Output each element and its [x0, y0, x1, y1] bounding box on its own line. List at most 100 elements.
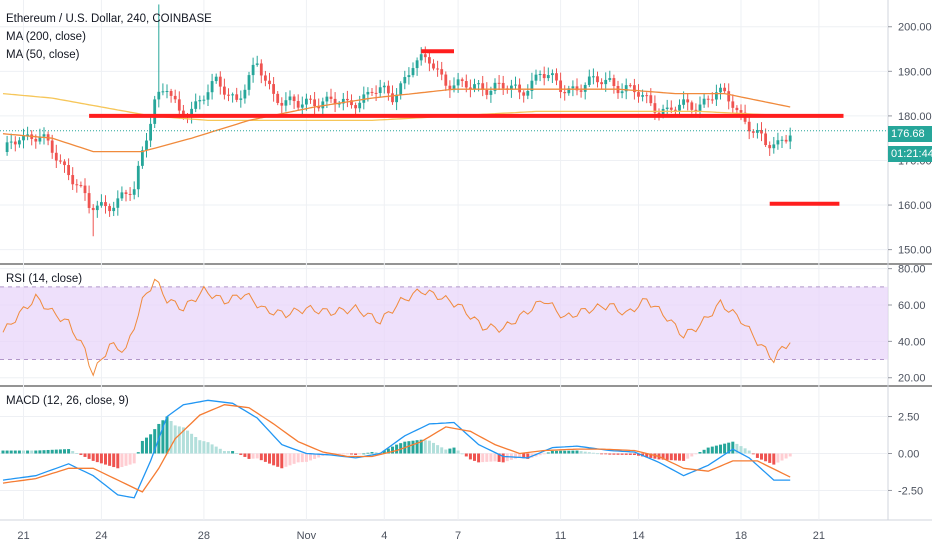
rsi-line [2, 278, 791, 377]
rsi-y-tick-label: 40.00 [898, 336, 926, 348]
candle-body [18, 140, 21, 145]
macd-bar [124, 453, 128, 466]
candle-body [63, 161, 66, 166]
candle-body [460, 79, 464, 82]
macd-bar [399, 443, 403, 454]
candle-body [251, 64, 255, 76]
x-tick-label: 28 [198, 530, 210, 542]
candle-body [329, 96, 333, 99]
macd-bar [284, 453, 288, 467]
macd-bar [276, 453, 280, 467]
candle-body [370, 91, 374, 93]
candle-body [657, 112, 661, 115]
candle-body [173, 95, 177, 100]
candle-body [194, 101, 198, 109]
candle-body [288, 96, 292, 101]
candle-body [387, 85, 390, 94]
rsi-y-tick-label: 60.00 [898, 300, 926, 312]
candle-body [575, 86, 579, 91]
macd-bar [468, 453, 472, 460]
candle-body [264, 75, 267, 81]
macd-bar [198, 440, 202, 454]
macd-bar [354, 453, 358, 455]
macd-bar [555, 450, 558, 454]
chart-legend: Ethereum / U.S. Dollar, 240, COINBASE MA… [6, 10, 212, 64]
macd-bar [292, 453, 296, 464]
candle-body [649, 95, 653, 104]
macd-bar [79, 453, 83, 455]
macd-bar [304, 453, 308, 462]
candle-body [604, 79, 608, 85]
candle-body [124, 192, 128, 194]
macd-bar [136, 452, 140, 454]
candle-body [296, 101, 300, 108]
candle-body [177, 99, 181, 111]
macd-bar [128, 453, 132, 465]
macd-bar [108, 453, 112, 466]
macd-bar [259, 453, 263, 461]
macd-bar [341, 453, 345, 455]
macd-bar [575, 450, 579, 454]
candle-body [534, 74, 538, 81]
candle-body [141, 150, 144, 166]
candle-body [9, 141, 13, 143]
candle-body [34, 138, 38, 142]
ma50-legend: MA (50, close) [6, 49, 80, 61]
macd-bar [247, 453, 251, 459]
macd-bar [690, 453, 694, 457]
candle-body [579, 90, 583, 92]
candle-body [305, 98, 308, 105]
macd-bar [755, 453, 759, 458]
candle-body [247, 75, 251, 90]
candle-body [555, 73, 558, 81]
candle-body [341, 98, 345, 104]
macd-legend: MACD (12, 26, close, 9) [6, 395, 129, 407]
macd-bar [526, 453, 530, 459]
x-tick-label: 18 [735, 530, 747, 542]
price-y-tick-label: 200.00 [898, 22, 932, 34]
candle-body [571, 86, 575, 89]
candle-body [165, 90, 169, 92]
candle-body [54, 152, 58, 161]
macd-bar [345, 453, 349, 455]
candle-body [727, 91, 731, 102]
candle-body [633, 85, 636, 93]
ma200-legend: MA (200, close) [6, 31, 86, 43]
candle-body [735, 107, 739, 111]
macd-bar [649, 453, 653, 458]
ma50-line [2, 88, 791, 153]
macd-bar [583, 451, 587, 454]
macd-bar [608, 453, 612, 455]
macd-bar [464, 453, 468, 457]
macd-bar [481, 453, 485, 463]
candle-body [710, 99, 714, 101]
macd-bar [350, 453, 353, 455]
candle-body [391, 93, 394, 103]
chart-title: Ethereum / U.S. Dollar, 240, COINBASE [6, 13, 212, 25]
macd-bar [358, 453, 362, 455]
macd-bar [628, 453, 632, 455]
candle-body [108, 206, 111, 212]
candle-body [403, 77, 407, 84]
candle-body [428, 57, 431, 64]
macd-bar [54, 449, 58, 454]
macd-bar [95, 453, 99, 463]
candle-body [309, 98, 312, 100]
candle-body [346, 98, 349, 101]
candle-body [464, 81, 468, 88]
price-y-tick-label: 150.00 [898, 245, 932, 257]
macd-bar [194, 436, 198, 454]
macd-bar [374, 452, 378, 454]
macd-bar [34, 450, 38, 454]
candle-body [91, 207, 95, 211]
candle-body [366, 91, 370, 95]
macd-bar [456, 450, 460, 454]
candle-body [239, 98, 243, 100]
macd-bar [75, 453, 79, 454]
macd-bar [719, 444, 722, 454]
candle-body [489, 90, 493, 95]
macd-bar [218, 448, 222, 454]
candle-body [788, 135, 792, 142]
candle-body [587, 76, 591, 85]
